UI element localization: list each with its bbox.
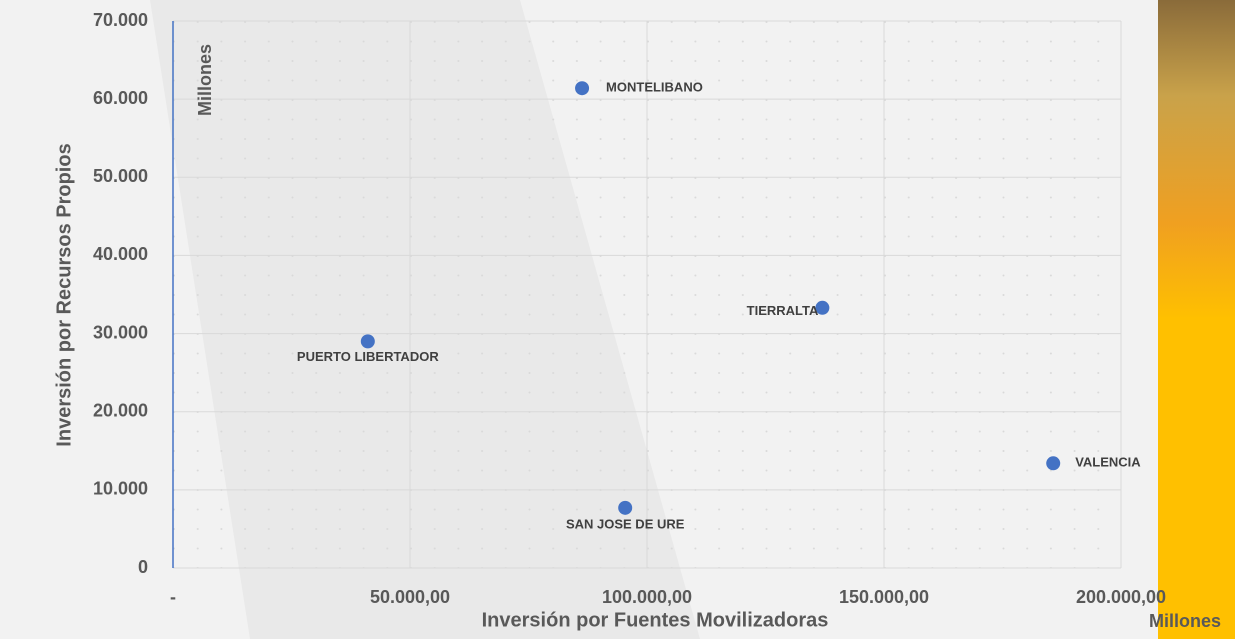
x-tick-label: 200.000,00 bbox=[1076, 587, 1166, 607]
point-label: VALENCIA bbox=[1075, 455, 1141, 470]
x-tick-label: 150.000,00 bbox=[839, 587, 929, 607]
point bbox=[618, 500, 633, 515]
point bbox=[360, 334, 375, 349]
x-tick-label: - bbox=[170, 587, 176, 607]
y-tick-label: 30.000 bbox=[93, 322, 148, 342]
x-tick-label: 100.000,00 bbox=[602, 587, 692, 607]
point-label: SAN JOSE DE URE bbox=[566, 516, 685, 531]
x-tick-label: 50.000,00 bbox=[370, 587, 450, 607]
decoration bbox=[1158, 0, 1235, 639]
y-axis-title: Inversión por Recursos Propios bbox=[53, 143, 75, 446]
point bbox=[1046, 456, 1061, 471]
point-label: MONTELIBANO bbox=[606, 80, 703, 95]
x-axis-title: Inversión por Fuentes Movilizadoras bbox=[482, 609, 829, 631]
y-tick-label: 50.000 bbox=[93, 166, 148, 186]
y-tick-label: 60.000 bbox=[93, 88, 148, 108]
y-tick-label: 10.000 bbox=[93, 479, 148, 499]
point-label: TIERRALTA bbox=[747, 303, 819, 318]
y-tick-label: 70.000 bbox=[93, 10, 148, 30]
y-tick-label: 40.000 bbox=[93, 244, 148, 264]
x-unit-label: Millones bbox=[1149, 611, 1221, 631]
y-tick-label: 20.000 bbox=[93, 400, 148, 420]
point bbox=[815, 300, 830, 315]
point bbox=[575, 81, 590, 96]
y-unit-label: Millones bbox=[195, 44, 215, 116]
y-tick-label: 0 bbox=[138, 557, 148, 577]
point-label: PUERTO LIBERTADOR bbox=[297, 349, 439, 364]
